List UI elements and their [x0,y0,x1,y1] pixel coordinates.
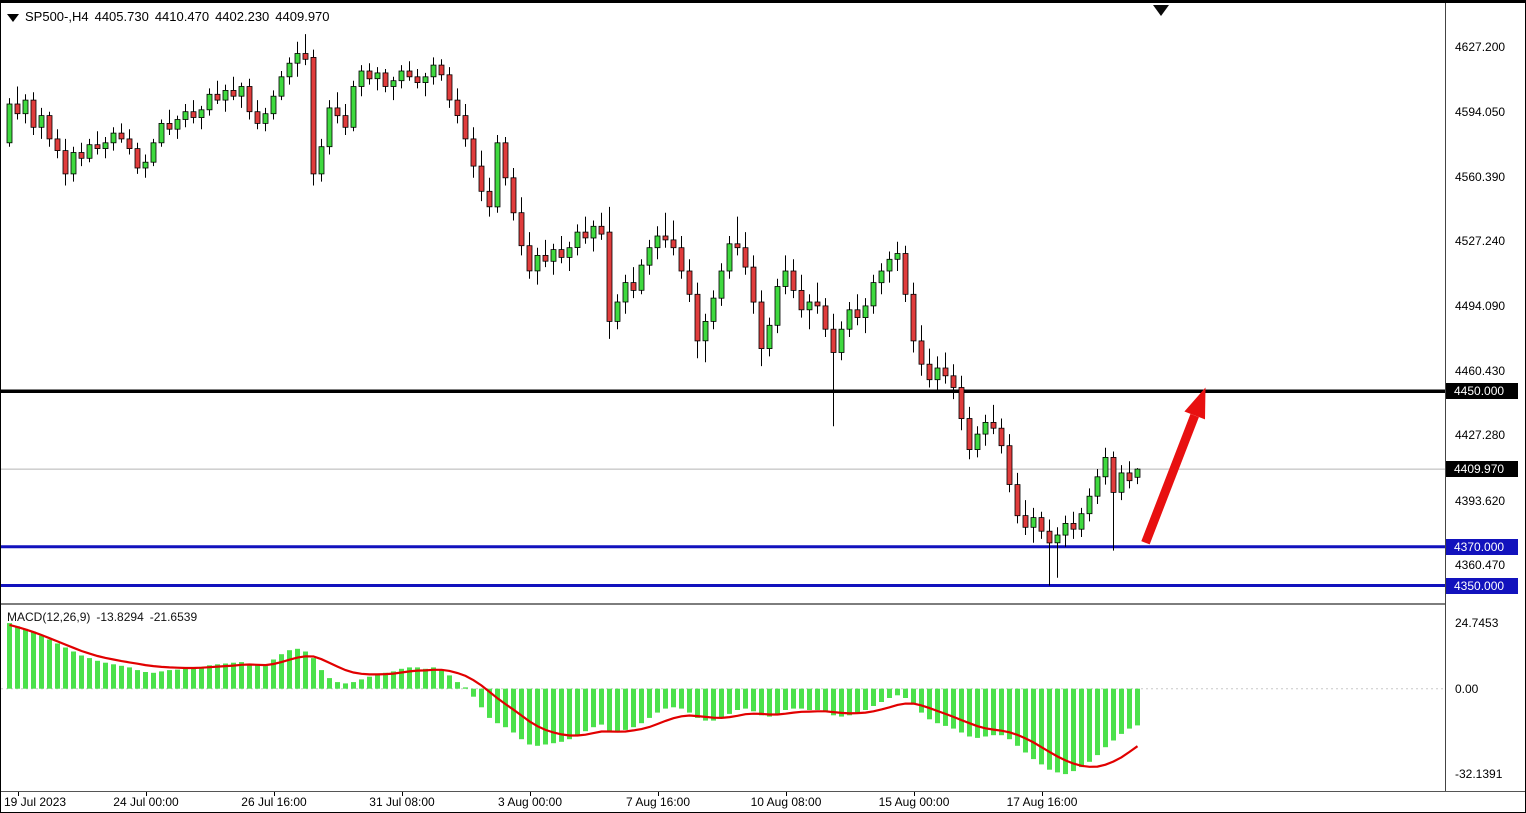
macd-name: MACD(12,26,9) [7,610,91,624]
time-axis-label: 15 Aug 00:00 [878,795,950,809]
price-axis-label: 4560.390 [1455,170,1506,184]
price-axis[interactable]: 4627.200 4594.050 4560.390 4527.240 4494.090… [1445,3,1524,791]
price-axis-label: 4594.050 [1455,105,1506,119]
time-axis-label: 31 Jul 08:00 [369,795,435,809]
ohlc-high: 4410.470 [154,9,210,24]
time-axis-label: 26 Jul 16:00 [241,795,307,809]
time-axis-divider [1,791,1525,792]
time-tick-mark [530,792,531,796]
time-axis-label: 3 Aug 00:00 [497,795,563,809]
price-axis-label: -32.1391 [1455,767,1503,781]
macd-indicator-label: MACD(12,26,9) -13.8294 -21.6539 [7,610,203,624]
macd-chart[interactable] [1,605,1445,791]
ohlc-low: 4402.230 [215,9,270,24]
price-axis-label: 0.00 [1455,682,1479,696]
symbol-dropdown-icon[interactable] [7,13,19,22]
time-tick-mark [1042,792,1043,796]
candlestick-chart[interactable] [1,3,1445,603]
time-axis-label: 24 Jul 00:00 [113,795,179,809]
macd-signal-value: -21.6539 [149,610,198,624]
macd-histogram [7,623,1140,775]
time-axis-label: 19 Jul 2023 [4,795,67,809]
price-badge: 4370.000 [1446,539,1518,555]
time-tick-mark [786,792,787,796]
price-axis-label: 4360.470 [1455,558,1506,572]
macd-main-value: -13.8294 [96,610,144,624]
candles-group [6,34,1141,586]
price-badge: 4350.000 [1446,578,1518,594]
time-axis-label: 17 Aug 16:00 [1006,795,1078,809]
ohlc-open: 4405.730 [94,9,149,24]
price-axis-label: 24.7453 [1455,616,1499,630]
macd-indicator-pane[interactable]: MACD(12,26,9) -13.8294 -21.6539 [1,605,1445,791]
chart-shift-marker-icon[interactable] [1153,5,1169,16]
time-tick-mark [146,792,147,796]
ohlc-close: 4409.970 [275,9,330,24]
time-tick-mark [658,792,659,796]
pane-divider[interactable] [1,603,1445,605]
time-tick-mark [402,792,403,796]
time-axis-label: 7 Aug 16:00 [625,795,691,809]
price-axis-label: 4494.090 [1455,299,1506,313]
price-badge: 4450.000 [1446,383,1518,399]
time-axis-label: 10 Aug 08:00 [750,795,822,809]
price-badge: 4409.970 [1446,461,1518,477]
symbol-period-label: SP500-,H4 [25,9,89,24]
main-chart-pane[interactable]: SP500-,H4 4405.730 4410.470 4402.230 4409.97… [1,3,1445,603]
chart-symbol-header: SP500-,H4 4405.730 4410.470 4402.230 4409.97… [7,9,336,24]
time-tick-mark [914,792,915,796]
time-tick-mark [274,792,275,796]
price-axis-label: 4460.430 [1455,364,1506,378]
price-axis-label: 4527.240 [1455,234,1506,248]
time-axis[interactable]: 19 Jul 2023 24 Jul 00:00 26 Jul 16:00 31 Ju… [1,792,1525,812]
price-axis-label: 4427.280 [1455,428,1506,442]
price-axis-label: 4627.200 [1455,40,1506,54]
macd-signal-line [9,623,1139,768]
price-axis-label: 4393.620 [1455,494,1506,508]
time-tick-mark [18,792,19,796]
trend-arrow[interactable] [1141,387,1206,545]
